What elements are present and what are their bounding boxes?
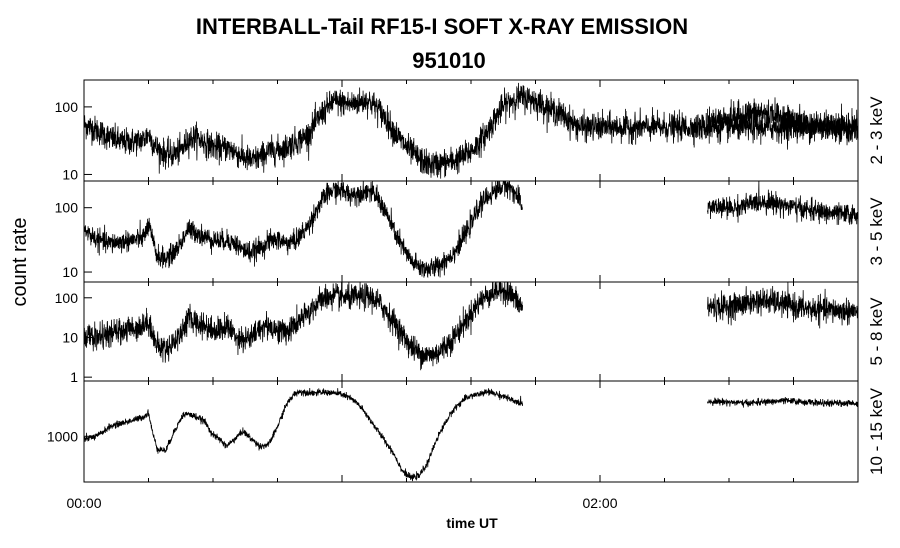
y-tick-label: 10 bbox=[62, 264, 78, 280]
series-line-1-0 bbox=[83, 180, 523, 279]
panel-3: 1000 10 - 15 keV bbox=[47, 380, 886, 483]
band-label-1: 3 - 5 keV bbox=[867, 197, 886, 266]
y-tick-label: 100 bbox=[55, 99, 79, 115]
y-tick-label: 100 bbox=[55, 200, 79, 216]
series-line-1-1 bbox=[707, 180, 859, 225]
panel-0: 100 10 2 - 3 keV bbox=[55, 79, 886, 182]
series-line-3-0 bbox=[83, 388, 523, 482]
band-label-2: 5 - 8 keV bbox=[867, 297, 886, 366]
y-axis-label: count rate bbox=[9, 218, 31, 307]
y-tick-label: 1 bbox=[70, 369, 78, 385]
y-tick-label: 100 bbox=[55, 290, 79, 306]
panel-2: 100 10 1 5 - 8 keV bbox=[55, 281, 886, 385]
x-axis-label: time UT bbox=[446, 515, 498, 531]
series-line-0-1 bbox=[707, 97, 859, 146]
panel-1: 100 10 3 - 5 keV bbox=[55, 180, 886, 283]
x-tick-label-1: 02:00 bbox=[582, 495, 617, 511]
band-label-3: 10 - 15 keV bbox=[867, 387, 886, 475]
chart-subtitle: 951010 bbox=[412, 48, 485, 73]
band-label-0: 2 - 3 keV bbox=[867, 96, 886, 165]
series-line-3-1 bbox=[707, 396, 859, 408]
series-line-2-1 bbox=[707, 282, 859, 329]
chart-title: INTERBALL-Tail RF15-I SOFT X-RAY EMISSIO… bbox=[196, 14, 688, 39]
y-tick-label: 1000 bbox=[47, 428, 78, 444]
chart-panels: 100 10 2 - 3 keV 100 10 3 - 5 keV 100 10 1 5 - 8 … bbox=[47, 79, 886, 483]
y-tick-label: 10 bbox=[62, 166, 78, 182]
x-tick-label-0: 00:00 bbox=[66, 495, 101, 511]
y-tick-label: 10 bbox=[62, 329, 78, 345]
series-line-2-0 bbox=[83, 281, 523, 371]
